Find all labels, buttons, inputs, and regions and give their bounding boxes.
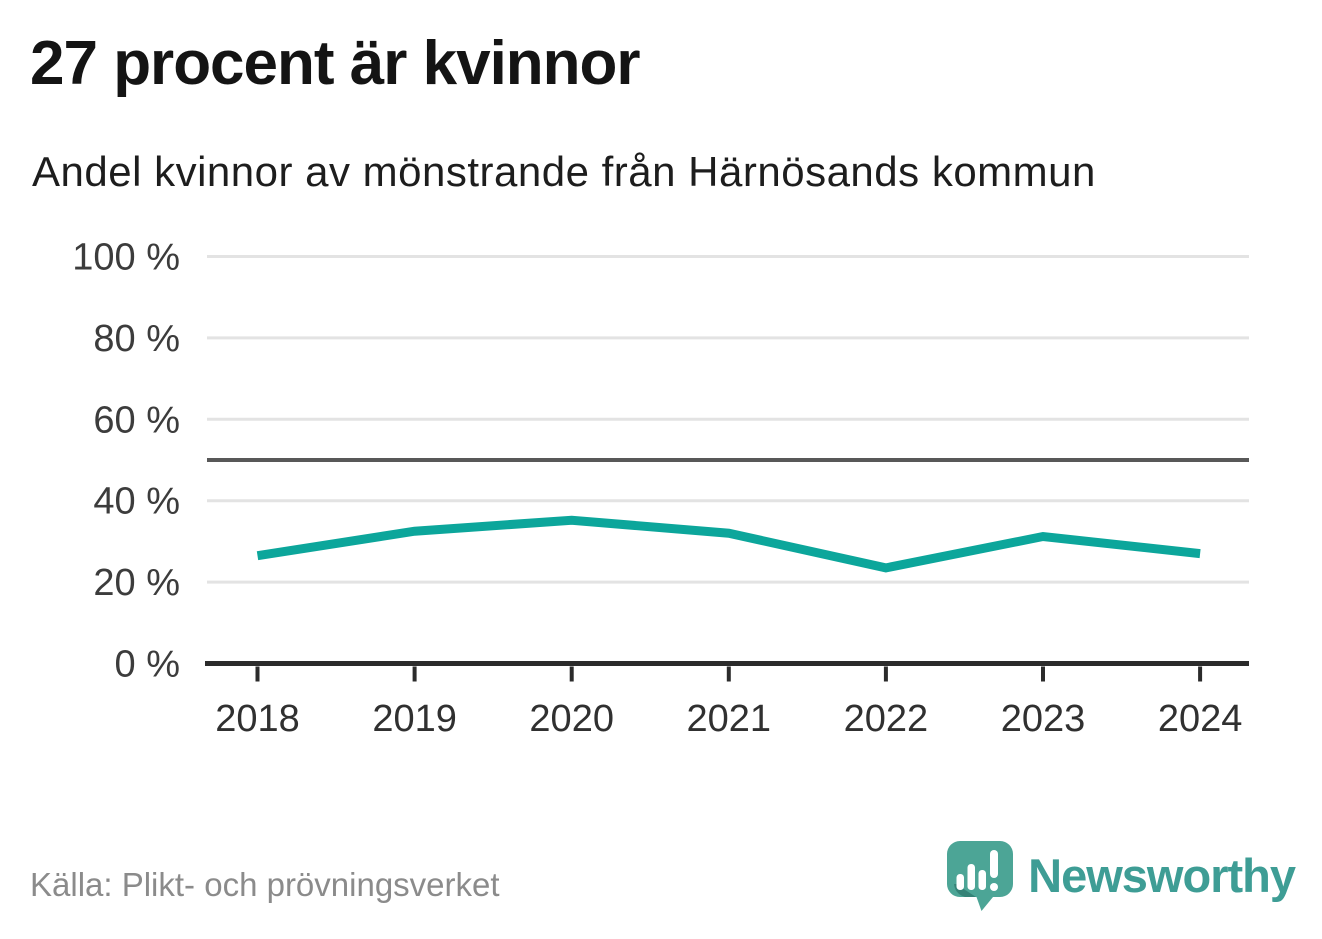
newsworthy-logo-icon — [947, 841, 1014, 911]
y-tick-label-100: 100 % — [72, 237, 180, 279]
x-tick-label-2021: 2021 — [687, 698, 772, 740]
x-tick-label-2022: 2022 — [844, 698, 929, 740]
x-tick-label-2019: 2019 — [372, 698, 457, 740]
newsworthy-logo-text: Newsworthy — [1028, 849, 1296, 902]
female-share-line — [256, 515, 1201, 573]
x-tick-label-2024: 2024 — [1158, 698, 1243, 740]
y-tick-label-60: 60 % — [93, 399, 180, 441]
newsworthy-logo: Newsworthy — [945, 840, 1296, 912]
y-tick-label-0: 0 % — [115, 644, 180, 686]
x-tick-label-2020: 2020 — [529, 698, 614, 740]
y-tick-label-20: 20 % — [93, 562, 180, 604]
chart-title: 27 procent är kvinnor — [30, 29, 641, 98]
source-note: Källa: Plikt- och prövningsverket — [30, 866, 500, 903]
chart-subtitle: Andel kvinnor av mönstrande från Härnösa… — [32, 148, 1096, 195]
x-tick-label-2023: 2023 — [1001, 698, 1086, 740]
y-tick-label-80: 80 % — [93, 318, 180, 360]
x-tick-label-2018: 2018 — [215, 698, 300, 740]
y-tick-label-40: 40 % — [93, 481, 180, 523]
